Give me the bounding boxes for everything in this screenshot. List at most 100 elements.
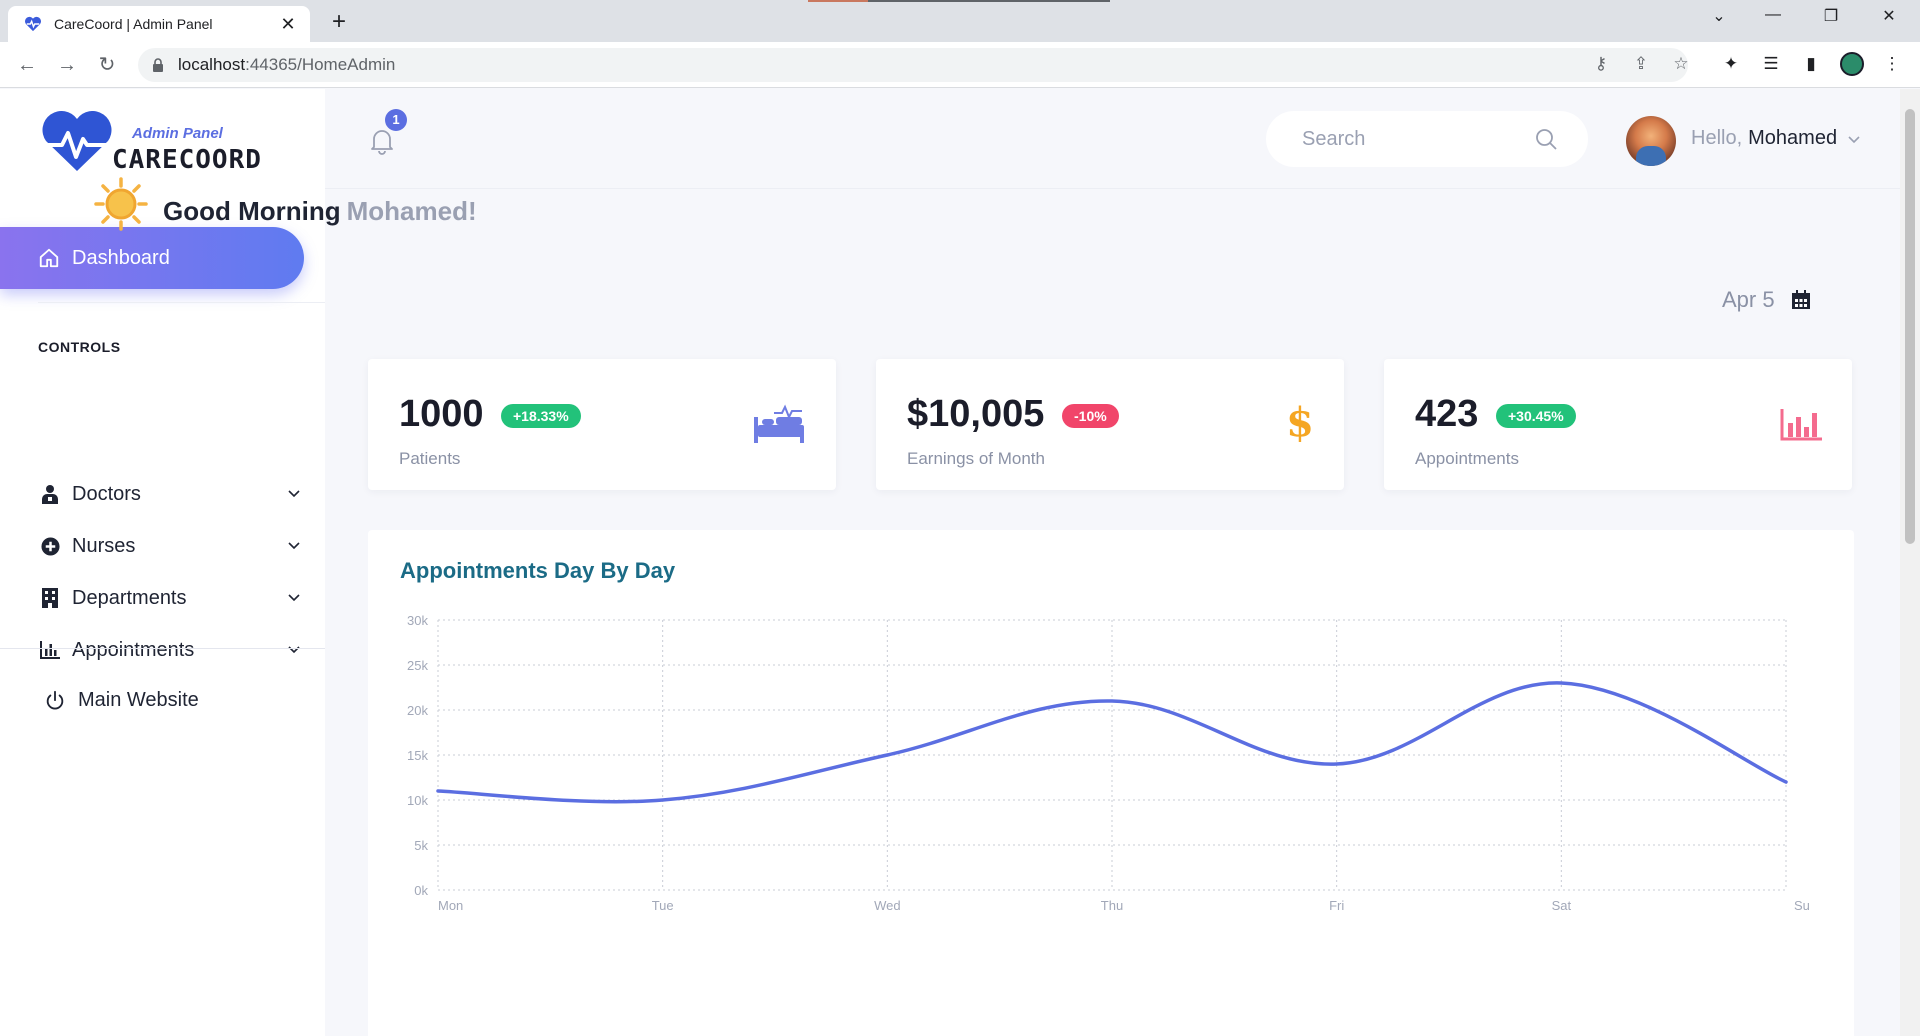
back-icon[interactable]: ← (17, 54, 37, 76)
greeting-text: Good Morning (163, 195, 341, 226)
bookmark-star-icon[interactable]: ☆ (1673, 54, 1689, 73)
x-tick-label: Su (1794, 898, 1810, 913)
greeting: Good Morning Mohamed! (93, 176, 477, 232)
chevron-down-icon[interactable] (288, 487, 300, 499)
date-picker[interactable]: Apr 5 (1722, 287, 1811, 313)
section-title: CONTROLS (38, 339, 121, 355)
main-website-link[interactable]: Main Website (44, 689, 199, 712)
browser-tab[interactable]: CareCoord | Admin Panel ✕ (8, 6, 310, 42)
stat-card-patients: 1000 +18.33% Patients (368, 359, 836, 490)
date-text: Apr 5 (1722, 287, 1775, 312)
page-scrollbar[interactable] (1900, 89, 1920, 1036)
chevron-down-icon[interactable] (288, 643, 300, 655)
minimize-icon[interactable]: — (1765, 6, 1781, 23)
address-bar[interactable]: localhost:44365/HomeAdmin (138, 48, 1688, 82)
avatar[interactable] (1626, 116, 1676, 166)
stat-label: Earnings of Month (907, 449, 1045, 468)
sidebar-item-label: Nurses (72, 534, 136, 557)
logo-title: CARECOORD (112, 145, 262, 175)
logo[interactable]: Admin Panel CARECOORD (40, 109, 261, 179)
stat-change-badge: -10% (1062, 404, 1119, 428)
x-tick-label: Sat (1552, 898, 1572, 913)
bell-icon[interactable] (369, 127, 395, 155)
media-queue-icon[interactable]: ☰ (1763, 54, 1779, 73)
browser-toolbar: ← → ↻ localhost:44365/HomeAdmin ⚷ ⇪ ☆ ✦ … (0, 42, 1920, 88)
appointments-chart-card: Appointments Day By Day 0k 5k 10k 15k 20k 25k… (368, 530, 1854, 1036)
sidebar-item-label: Dashboard (72, 246, 170, 269)
divider (0, 648, 325, 649)
tab-search-chevron-icon[interactable]: ⌄ (1712, 8, 1726, 25)
tab-close-icon[interactable]: ✕ (280, 13, 296, 34)
sidebar-item-label: Departments (72, 586, 187, 609)
x-tick-label: Thu (1101, 898, 1123, 913)
sun-icon (94, 177, 148, 231)
sidebar-item-nurses[interactable]: Nurses (40, 531, 300, 561)
url-text: localhost:44365/HomeAdmin (178, 55, 395, 75)
extensions-icon[interactable]: ✦ (1723, 54, 1739, 73)
sidebar-item-appointments[interactable]: Appointments (40, 635, 300, 665)
x-tick-label: Mon (438, 898, 463, 913)
chart-bar-icon (1780, 409, 1822, 441)
greeting-name: Mohamed! (346, 195, 477, 226)
y-tick-label: 25k (407, 658, 428, 673)
stat-label: Patients (399, 449, 461, 468)
y-tick-label: 15k (407, 748, 428, 763)
stat-change-badge: +18.33% (501, 404, 581, 428)
home-icon (39, 248, 59, 268)
window-close-icon[interactable]: ✕ (1882, 8, 1896, 25)
y-tick-label: 0k (414, 883, 428, 898)
sidebar-item-dashboard[interactable]: Dashboard (0, 227, 304, 289)
browser-tab-bar: CareCoord | Admin Panel ✕ + ⌄ — ❐ ✕ (0, 0, 1920, 42)
reload-icon[interactable]: ↻ (98, 54, 116, 76)
series-line (436, 681, 1788, 804)
profile-avatar-icon[interactable] (1838, 50, 1866, 78)
scrollbar-thumb[interactable] (1905, 109, 1915, 544)
sidebar-item-departments[interactable]: Departments (40, 583, 300, 613)
browser-menu-icon[interactable]: ⋮ (1883, 54, 1901, 73)
sidebar-item-label: Appointments (72, 638, 195, 661)
x-tick-label: Wed (874, 898, 901, 913)
y-tick-label: 10k (407, 793, 428, 808)
stat-card-appointments: 423 +30.45% Appointments (1384, 359, 1852, 490)
chart-title: Appointments Day By Day (400, 558, 676, 583)
y-tick-label: 20k (407, 703, 428, 718)
forward-icon[interactable]: → (57, 54, 77, 76)
lock-icon (153, 58, 163, 72)
logo-subtitle: Admin Panel (132, 125, 223, 142)
stat-value: 423 (1415, 393, 1479, 435)
sidebar-item-doctors[interactable]: Doctors (40, 479, 300, 509)
hello-text: Hello, (1691, 127, 1743, 149)
url-path: :44365/HomeAdmin (245, 55, 396, 74)
dollar-icon: $ (1286, 399, 1314, 446)
sidebar: Admin Panel CARECOORD Dashboard CONTROLS… (0, 89, 325, 1036)
user-menu[interactable]: Hello, Mohamed (1691, 127, 1861, 150)
main-website-label: Main Website (78, 689, 199, 711)
admin-app: Admin Panel CARECOORD Dashboard CONTROLS… (0, 89, 1900, 1036)
stat-card-earnings: $10,005 -10% Earnings of Month $ (876, 359, 1344, 490)
heart-pulse-logo-icon (42, 111, 112, 171)
search-input[interactable] (1302, 127, 1532, 151)
stat-value: 1000 (399, 393, 484, 435)
side-panel-icon[interactable]: ▮ (1806, 54, 1816, 73)
chevron-down-icon[interactable] (288, 591, 300, 603)
stat-label: Appointments (1415, 449, 1519, 468)
bar-chart-icon (40, 640, 60, 660)
calendar-icon (1791, 290, 1810, 309)
power-icon (46, 690, 64, 709)
x-tick-label: Fri (1329, 898, 1344, 913)
notification-badge: 1 (385, 109, 407, 131)
url-host: localhost (178, 55, 246, 74)
restore-icon[interactable]: ❐ (1823, 8, 1839, 25)
key-icon[interactable]: ⚷ (1594, 54, 1608, 73)
plus-circle-icon (40, 536, 60, 556)
new-tab-icon[interactable]: + (331, 8, 346, 35)
stat-value: $10,005 (907, 393, 1045, 435)
share-icon[interactable]: ⇪ (1633, 54, 1649, 73)
appointments-line-chart: 0k 5k 10k 15k 20k 25k 30k Mon Tue Wed Thu Fri Sat Su (407, 613, 1810, 913)
sidebar-item-label: Doctors (72, 482, 141, 505)
top-header: 1 Hello, Mohamed (325, 89, 1900, 189)
building-icon (40, 588, 60, 608)
stat-change-badge: +30.45% (1496, 404, 1576, 428)
chevron-down-icon[interactable] (288, 539, 300, 551)
search-icon[interactable] (1534, 127, 1558, 151)
